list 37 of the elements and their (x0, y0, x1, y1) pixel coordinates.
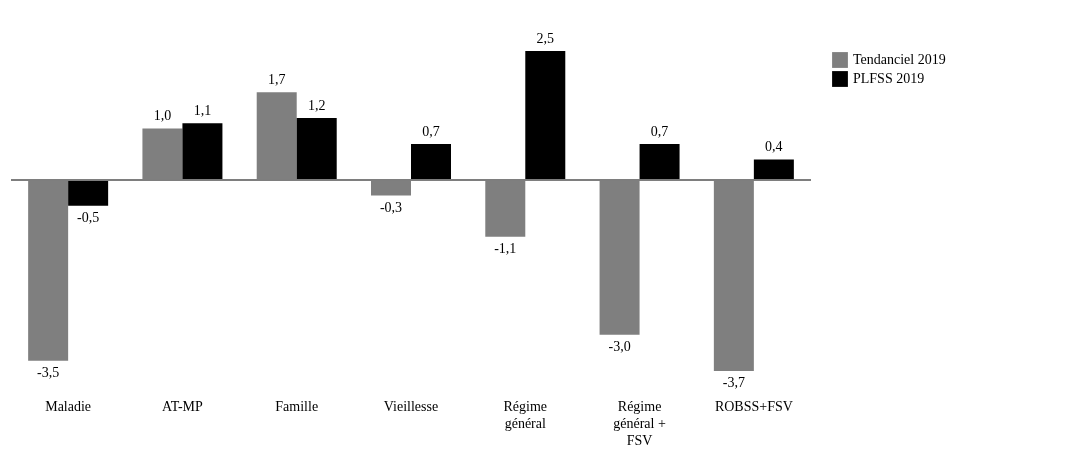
bar (525, 51, 566, 181)
x-tick-label: Maladie (45, 398, 92, 414)
data-label: 1,7 (267, 72, 286, 88)
data-label: 0,7 (650, 123, 669, 139)
bar (296, 118, 337, 181)
data-label: 0,4 (765, 139, 783, 155)
data-label: 0,7 (422, 123, 440, 139)
data-label: 1,1 (193, 103, 212, 119)
data-label: 2,5 (536, 31, 555, 46)
x-tick-label: Vieillesse (383, 398, 439, 414)
legend-label: Tendanciel 2019 (853, 52, 946, 67)
bar (68, 180, 109, 206)
x-tick-label: Famille (275, 398, 319, 414)
data-label: -0,5 (77, 209, 100, 225)
bar (411, 143, 451, 181)
x-tick-label: AT-MP (162, 398, 203, 414)
data-label: -3,0 (608, 338, 631, 354)
bar (182, 123, 223, 181)
data-label: -0,3 (379, 199, 403, 215)
x-tick-label: Régime général (503, 398, 548, 431)
x-tick-label: Régime général + FSV (613, 398, 666, 448)
bar (371, 180, 411, 196)
bar (485, 180, 526, 237)
bar (753, 159, 794, 181)
data-label: -1,1 (494, 240, 517, 256)
data-label: -3,5 (37, 364, 60, 380)
bar (713, 180, 754, 371)
data-label: 1,0 (153, 108, 172, 124)
bar (142, 128, 183, 181)
bar (256, 92, 297, 181)
legend-label: PLFSS 2019 (853, 71, 925, 86)
bar (28, 180, 69, 361)
bar (639, 143, 680, 181)
x-tick-label: ROBSS+FSV (714, 398, 793, 414)
data-label: 1,2 (307, 98, 326, 114)
data-label: -3,7 (722, 375, 745, 390)
bar (599, 180, 640, 335)
